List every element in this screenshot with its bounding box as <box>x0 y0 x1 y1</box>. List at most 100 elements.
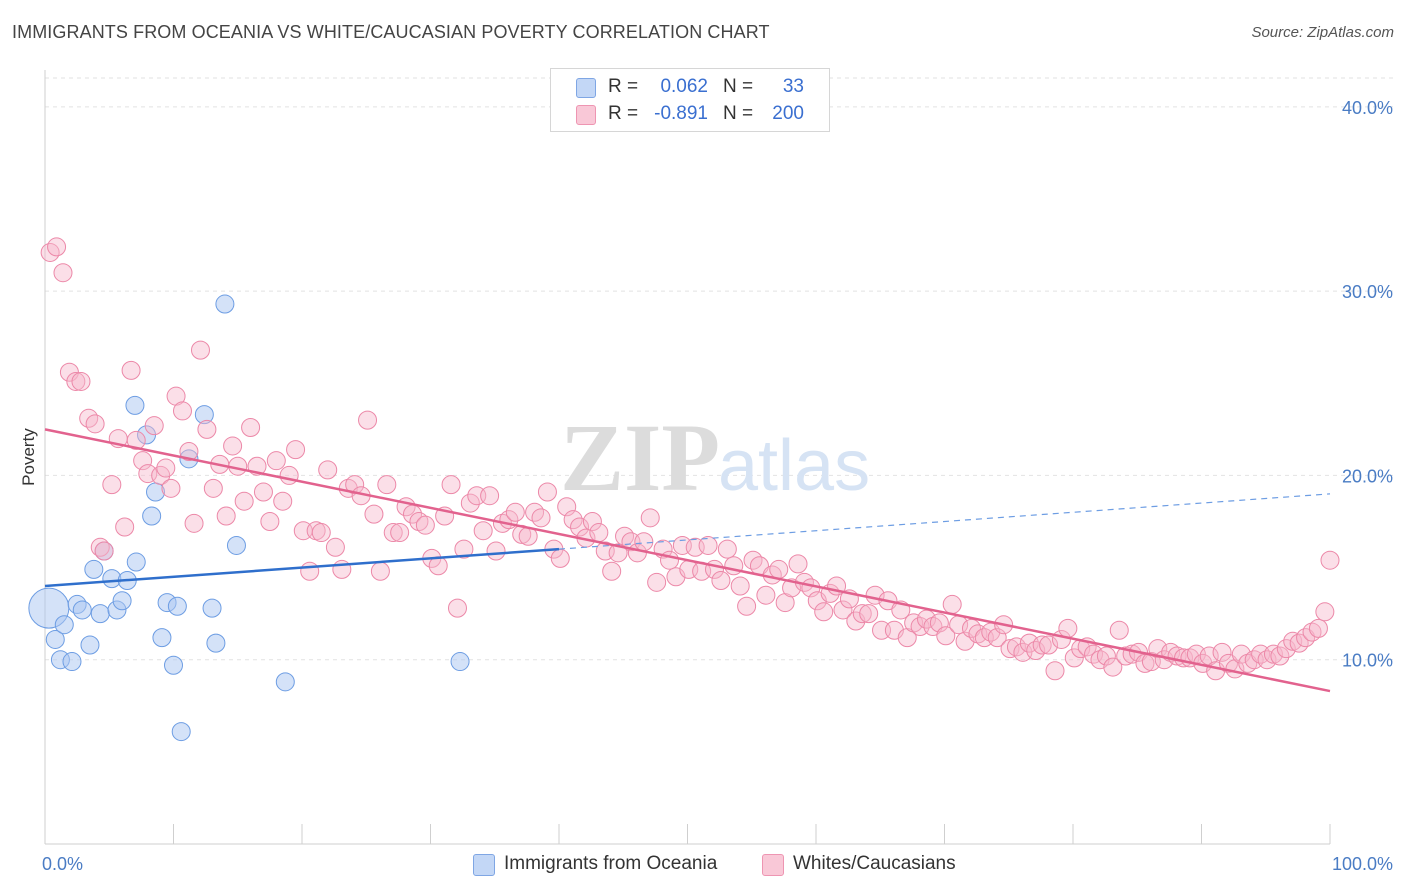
data-point-whites <box>730 576 750 596</box>
data-point-whites <box>447 598 467 618</box>
data-point-oceania <box>226 535 246 555</box>
data-point-whites <box>589 523 609 543</box>
data-point-oceania <box>125 395 145 415</box>
data-point-whites <box>660 550 680 570</box>
data-point-whites <box>121 360 141 380</box>
data-point-oceania <box>194 405 214 425</box>
legend-swatch-oceania <box>473 854 495 876</box>
data-point-whites <box>190 340 210 360</box>
data-point-oceania <box>275 672 295 692</box>
data-point-whites <box>1006 637 1026 657</box>
data-point-oceania <box>80 635 100 655</box>
data-point-whites <box>234 491 254 511</box>
data-point-whites <box>717 539 737 559</box>
data-point-whites <box>47 237 67 257</box>
data-point-whites <box>1032 635 1052 655</box>
data-point-whites <box>126 430 146 450</box>
data-point-oceania <box>202 598 222 618</box>
data-point-whites <box>1026 641 1046 660</box>
data-point-whites <box>602 561 622 581</box>
data-point-whites <box>1148 639 1168 659</box>
data-point-whites <box>1308 618 1328 638</box>
data-point-whites <box>460 493 480 513</box>
x-tick-label-min: 0.0% <box>42 854 83 874</box>
series-legend: Immigrants from Oceania Whites/Caucasian… <box>0 851 1406 881</box>
data-point-whites <box>90 537 110 557</box>
data-point-whites <box>71 371 91 391</box>
data-point-whites <box>1270 646 1290 666</box>
data-point-whites <box>85 414 105 434</box>
legend-swatch-whites <box>576 105 596 125</box>
data-point-whites <box>769 559 789 579</box>
data-point-whites <box>608 543 628 563</box>
data-point-oceania <box>90 604 110 624</box>
data-point-whites <box>814 602 834 622</box>
data-point-whites <box>711 570 731 590</box>
data-point-whites <box>1103 657 1123 677</box>
data-point-whites <box>1320 550 1340 570</box>
y-tick-label: 40.0% <box>1342 98 1393 118</box>
data-point-whites <box>216 506 236 526</box>
data-point-whites <box>197 419 217 439</box>
data-point-whites <box>441 475 461 495</box>
data-point-whites <box>531 508 551 528</box>
data-point-oceania <box>45 629 65 649</box>
data-point-whites <box>79 408 99 428</box>
data-point-whites <box>364 504 384 524</box>
data-point-whites <box>756 585 776 605</box>
data-point-whites <box>1212 642 1232 662</box>
data-point-whites <box>1045 661 1065 681</box>
data-point-whites <box>59 362 79 382</box>
data-point-whites <box>1302 622 1322 642</box>
data-point-whites <box>1238 653 1258 673</box>
data-point-whites <box>1296 628 1316 648</box>
data-point-oceania <box>72 600 92 620</box>
data-point-whites <box>311 523 331 543</box>
watermark-zip: ZIP <box>560 404 720 511</box>
data-point-oceania <box>152 628 172 648</box>
data-point-whites <box>179 441 199 461</box>
data-point-whites <box>480 486 500 506</box>
data-point-whites <box>1058 618 1078 638</box>
data-point-whites <box>1000 639 1020 659</box>
data-point-whites <box>505 502 525 522</box>
data-point-whites <box>241 418 261 438</box>
series-immigrants-from-oceania <box>28 294 470 742</box>
data-point-oceania <box>84 559 104 579</box>
legend-row-whites: R = -0.891 N = 200 <box>551 101 829 127</box>
data-point-whites <box>415 515 435 535</box>
y-tick-label: 30.0% <box>1342 282 1393 302</box>
data-point-whites <box>253 482 273 502</box>
data-point-whites <box>537 482 557 502</box>
data-point-whites <box>1289 633 1309 653</box>
data-point-whites <box>1231 644 1251 664</box>
data-point-whites <box>1109 620 1129 640</box>
data-point-whites <box>904 613 924 633</box>
data-point-whites <box>640 508 660 528</box>
data-point-whites <box>300 561 320 581</box>
data-point-whites <box>615 526 635 546</box>
data-point-whites <box>942 594 962 614</box>
legend-r-label: R = <box>608 76 639 97</box>
data-point-whites <box>1218 653 1238 673</box>
data-point-whites <box>260 512 280 531</box>
x-tick-label-max: 100.0% <box>1332 854 1393 874</box>
data-point-oceania <box>126 552 146 572</box>
data-point-whites <box>1064 648 1084 668</box>
data-point-whites <box>917 609 937 629</box>
data-point-whites <box>325 537 345 557</box>
y-axis-label: Poverty <box>19 428 38 486</box>
data-point-whites <box>53 263 73 283</box>
trend-line-whites <box>44 428 1331 693</box>
data-point-whites <box>102 475 122 495</box>
data-point-whites <box>266 451 286 471</box>
data-point-whites <box>1283 631 1303 651</box>
data-point-oceania <box>112 591 132 611</box>
legend-label-whites: Whites/Caucasians <box>793 853 956 874</box>
data-point-whites <box>133 451 153 471</box>
axis-labels: 10.0% 20.0% 30.0% 40.0% 0.0% 100.0% Poverty <box>19 98 1393 874</box>
data-point-oceania <box>62 652 82 672</box>
data-point-whites <box>203 478 223 498</box>
data-point-whites <box>223 436 243 456</box>
data-point-whites <box>647 572 667 592</box>
